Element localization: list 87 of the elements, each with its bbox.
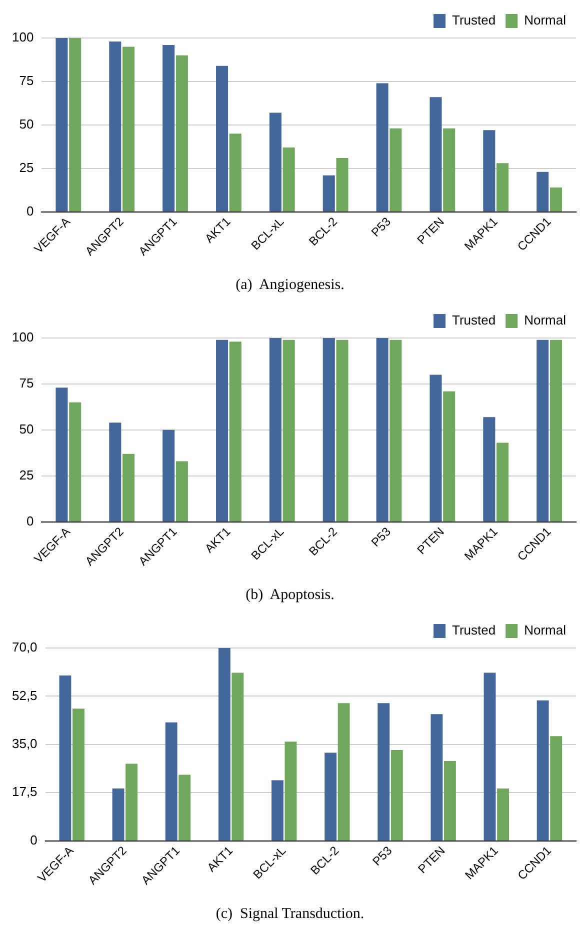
bar <box>376 338 388 522</box>
bar <box>443 391 456 522</box>
y-tick-label: 75 <box>19 73 34 88</box>
bar <box>430 97 442 212</box>
bar <box>229 134 242 212</box>
y-tick-label: 0 <box>30 832 38 848</box>
bar <box>218 648 230 840</box>
bar <box>162 44 175 212</box>
bar <box>269 112 282 212</box>
bar <box>497 788 509 840</box>
text: (b) Apoptosis. <box>246 586 334 603</box>
y-tick-label: 25 <box>19 160 34 175</box>
x-tick-label: P53 <box>368 524 394 550</box>
bar <box>536 700 549 840</box>
legend-label: Normal <box>524 12 566 28</box>
bar <box>496 442 509 522</box>
bar <box>550 340 562 522</box>
bar <box>376 83 388 212</box>
bar <box>56 388 68 522</box>
bar <box>322 175 335 212</box>
bar <box>483 417 496 522</box>
y-tick-label: 70,0 <box>12 640 38 655</box>
bar <box>390 340 402 522</box>
bar <box>72 708 84 840</box>
bar <box>69 38 82 212</box>
bar <box>126 764 138 840</box>
x-tick-label: P53 <box>368 214 394 240</box>
y-tick-label: 0 <box>26 513 34 528</box>
bar <box>272 780 284 840</box>
bar <box>322 338 335 522</box>
bar <box>338 703 350 840</box>
bar <box>56 38 68 212</box>
y-tick-label: 17,5 <box>12 784 38 800</box>
legend-label: Trusted <box>452 312 496 328</box>
bar <box>165 722 178 840</box>
y-tick-label: 100 <box>12 30 34 45</box>
bar <box>176 461 188 522</box>
legend-label: Trusted <box>452 622 496 638</box>
x-tick-label: P53 <box>370 843 395 869</box>
bar <box>162 430 175 522</box>
text: (c) Signal Transduction. <box>216 906 364 922</box>
y-tick-label: 50 <box>19 116 34 132</box>
bar <box>430 714 443 840</box>
bar <box>390 750 403 840</box>
y-tick-label: 52,5 <box>12 688 38 703</box>
text: (a) Angiogenesis. <box>236 276 344 293</box>
bar <box>496 163 509 212</box>
bar <box>178 774 191 840</box>
legend-label: Normal <box>524 312 566 328</box>
bar <box>430 374 442 522</box>
bar <box>536 340 549 522</box>
bar <box>109 41 122 212</box>
bar <box>378 703 390 840</box>
bar <box>122 454 135 522</box>
y-tick-label: 25 <box>19 467 34 482</box>
bar <box>176 55 188 212</box>
legend-label: Normal <box>524 622 566 638</box>
bar <box>69 402 82 522</box>
bar <box>336 158 348 212</box>
bar <box>216 66 228 212</box>
bar <box>324 752 337 840</box>
bar <box>483 130 496 212</box>
y-tick-label: 50 <box>19 422 34 437</box>
bar <box>390 128 402 212</box>
bar <box>59 676 72 840</box>
bar <box>444 760 456 840</box>
bar <box>484 672 496 840</box>
bar <box>284 742 297 840</box>
y-tick-label: 35,0 <box>12 736 38 752</box>
bar <box>550 736 562 840</box>
bar <box>229 342 242 522</box>
bar <box>443 128 456 212</box>
bar <box>109 422 122 522</box>
bar <box>282 148 295 212</box>
y-tick-label: 75 <box>19 376 34 391</box>
bar <box>536 172 549 212</box>
bar <box>336 340 348 522</box>
bar <box>282 340 295 522</box>
legend-label: Trusted <box>452 12 496 28</box>
bar <box>216 340 228 522</box>
bar <box>269 338 282 522</box>
bar <box>112 788 124 840</box>
y-tick-label: 0 <box>26 203 34 218</box>
bar <box>122 46 135 212</box>
y-tick-label: 100 <box>12 330 34 345</box>
bar <box>232 672 244 840</box>
bar <box>550 188 562 212</box>
